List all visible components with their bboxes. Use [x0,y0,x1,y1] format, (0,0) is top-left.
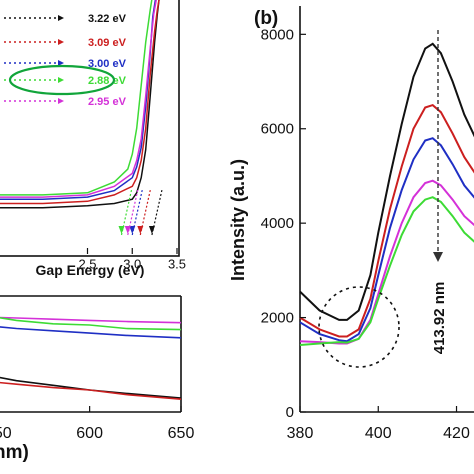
b-series-line-green [299,196,474,346]
inset-intercept-markers [118,189,163,236]
inset-x-axis-title: Gap Energy (eV) [36,262,145,278]
lower-series-group [0,316,182,400]
legend-arrow-icon [58,60,64,66]
b-y-tick-label: 2000 [261,310,294,327]
b-y-tick-label: 8000 [261,26,294,43]
panel-b: (b) 0 2000 4000 6000 8000 380 400 420 Intensit… [228,6,474,442]
legend-label: 2.95 eV [88,96,127,108]
legend-label: 3.22 eV [88,13,127,25]
inset-x-tick-label: 2.5 [78,257,96,272]
intercept-arrow-icon [124,226,131,234]
band-gap-inset: 2.5 3.0 3.5 Gap Energy (eV) 3.22 eV 3.09 eV… [0,0,186,278]
b-y-ticks: 0 2000 4000 6000 8000 [261,26,306,421]
inset-series-line-green [0,0,153,196]
lower-x-tick-label: 600 [76,425,103,442]
inset-series-line-black [0,0,160,209]
inset-series-line-red [0,0,160,205]
peak-arrow-head [433,252,443,262]
lower-x-tick-label: 650 [168,425,195,442]
lower-series-line-magenta [0,316,182,324]
legend-arrow-icon [58,15,64,21]
inset-x-ticks: 2.5 3.0 3.5 [78,248,186,272]
b-y-tick-label: 6000 [261,121,294,138]
b-x-tick-label: 380 [287,425,314,442]
inset-x-tick-label: 3.5 [168,257,186,272]
inset-series-group [0,0,160,209]
intercept-arrow-icon [137,226,144,234]
legend-label: 3.09 eV [88,37,127,49]
legend-arrow-icon [58,77,64,83]
intercept-arrow-icon [129,226,136,234]
inset-frame [0,0,180,257]
lower-series-line-blue [0,326,182,339]
intercept-arrow-icon [148,226,155,234]
b-x-tick-label: 400 [365,425,392,442]
b-x-ticks: 380 400 420 [287,406,470,442]
inset-legend: 3.22 eV 3.09 eV 3.00 eV 2.88 eV 2.95 eV [4,13,127,108]
inset-series-line-magenta [0,0,158,198]
intercept-arrow-icon [118,226,125,234]
b-series-line-red [299,103,474,338]
lower-x-tick-label: 550 [0,425,12,442]
lower-left-panel: 550 600 650 nm) [0,295,194,463]
inset-series-line-blue [0,0,157,200]
lower-series-line-green [0,316,182,331]
legend-label: 2.88 eV [88,75,127,87]
highlight-ellipse [8,64,116,96]
legend-arrow-icon [58,39,64,45]
legend-label: 3.00 eV [88,58,127,70]
b-x-tick-label: 420 [443,425,470,442]
b-y-axis-title: Intensity (a.u.) [228,159,248,281]
lower-x-axis-title: nm) [0,442,29,463]
legend-arrow-icon [58,98,64,104]
peak-annotation: 413.92 nm [431,282,448,355]
lower-series-line-red [0,381,182,400]
panel-b-label: (b) [254,8,278,29]
lower-x-ticks: 550 600 650 [0,406,194,442]
inset-x-tick-label: 3.0 [123,257,141,272]
b-series-line-magenta [299,179,474,345]
b-series-line-blue [299,137,474,343]
b-y-tick-label: 4000 [261,215,294,232]
b-series-group [299,42,474,346]
minimum-circle-annotation [318,286,400,368]
b-y-tick-label: 0 [286,404,294,421]
lower-series-line-black [0,376,182,399]
b-series-line-black [299,42,474,321]
